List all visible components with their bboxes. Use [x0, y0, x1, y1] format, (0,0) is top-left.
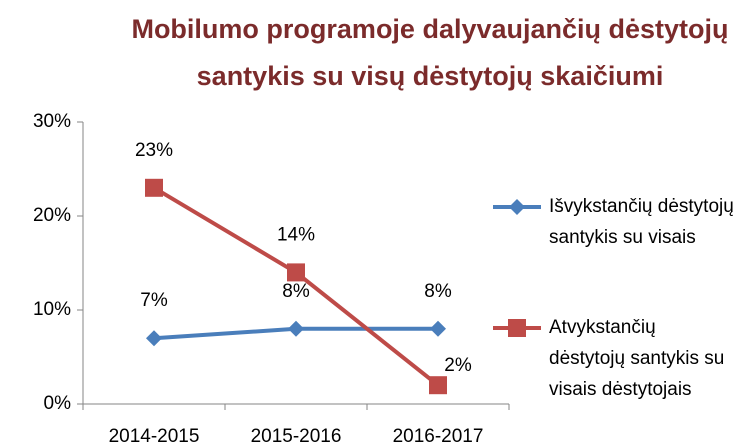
- x-tick-label: 2016-2017: [393, 426, 484, 445]
- y-tick-label: 0%: [44, 393, 72, 414]
- data-label: 14%: [277, 224, 315, 245]
- point: [430, 320, 446, 337]
- y-tick-label: 10%: [33, 299, 71, 320]
- data-label: 8%: [424, 281, 452, 302]
- point: [145, 178, 163, 197]
- point: [288, 320, 304, 337]
- chart-title: Mobilumo programoje dalyvaujančių dėstyt…: [131, 14, 729, 91]
- point: [146, 330, 162, 347]
- y-tick-label: 20%: [33, 205, 71, 226]
- legend-label: Išvykstančių dėstytojų santykis su visai…: [549, 196, 734, 248]
- data-label: 7%: [140, 290, 168, 311]
- y-tick-label: 30%: [33, 111, 71, 132]
- x-tick-label: 2014-2015: [109, 426, 200, 445]
- legend-marker: [508, 319, 526, 337]
- point: [429, 376, 447, 395]
- data-label: 23%: [135, 140, 173, 161]
- legend-marker: [509, 199, 525, 215]
- data-label: 8%: [282, 281, 310, 302]
- data-label: 2%: [444, 355, 472, 376]
- legend-label: Atvykstančių dėstytojų santykis su visai…: [549, 317, 725, 400]
- point: [287, 263, 305, 282]
- x-tick-label: 2015-2016: [251, 426, 342, 445]
